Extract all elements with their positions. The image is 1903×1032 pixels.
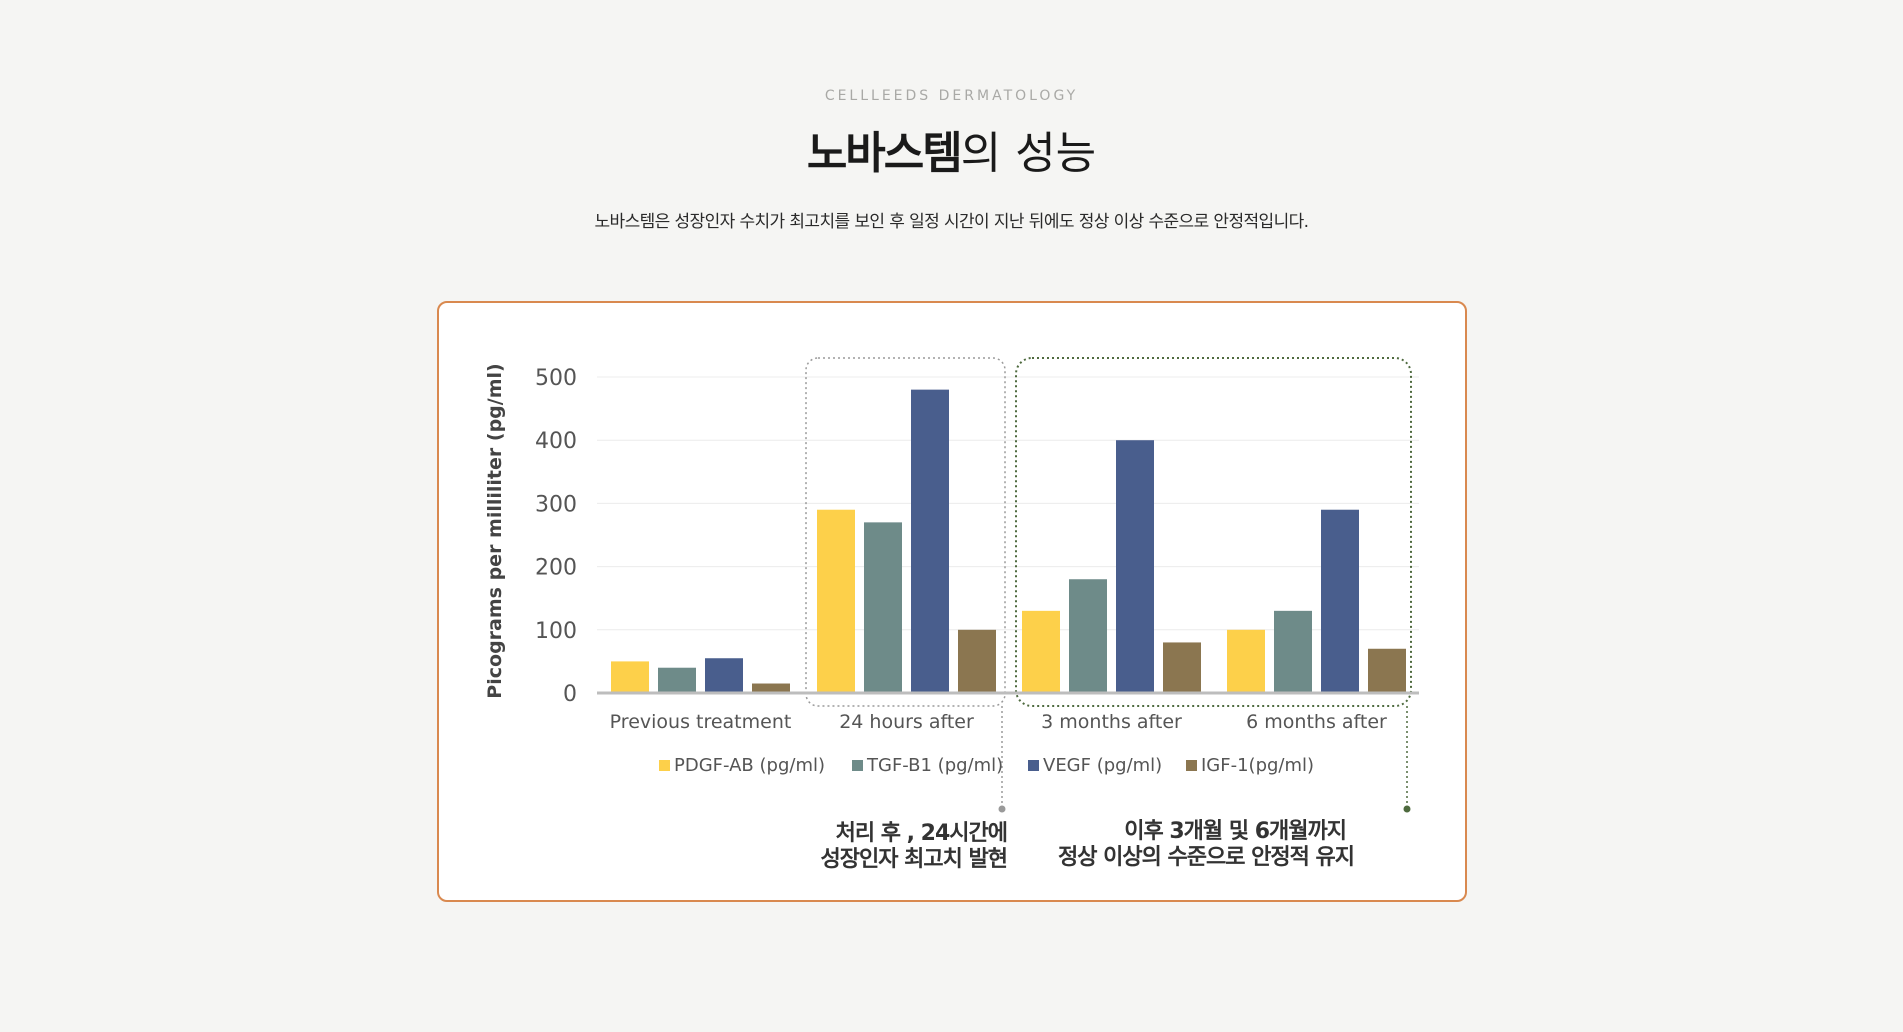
y-tick-label: 300 bbox=[535, 492, 577, 517]
annotation-3-6-months: 이후 3개월 및 6개월까지 정상 이상의 수준으로 안정적 유지 bbox=[1019, 819, 1355, 871]
annotation-24h: 처리 후 , 24시간에 성장인자 최고치 발현 bbox=[679, 821, 1008, 873]
annotation-24h-line1: 처리 후 , 24시간에 bbox=[835, 821, 1008, 846]
page-description: 노바스템은 성장인자 수치가 최고치를 보인 후 일정 시간이 지난 뒤에도 정… bbox=[594, 212, 1310, 232]
y-axis-label: Picograms per milliliter (pg/ml) bbox=[484, 363, 506, 698]
growth-factor-bar-chart: 0 100 200 300 400 500 Previous treatment 24 hou… bbox=[484, 357, 1419, 813]
bar bbox=[658, 667, 696, 693]
connector-dot-24h bbox=[998, 805, 1006, 813]
bar bbox=[958, 629, 996, 693]
bar bbox=[1274, 610, 1312, 693]
bar bbox=[752, 683, 790, 693]
bar bbox=[1069, 579, 1107, 693]
title-rest: 의 성능 bbox=[960, 128, 1097, 179]
bar bbox=[705, 658, 743, 693]
bar bbox=[1116, 440, 1154, 693]
y-tick-label: 200 bbox=[535, 556, 577, 581]
legend-swatch bbox=[1186, 760, 1197, 771]
title-brand: 노바스템 bbox=[806, 128, 963, 179]
legend-swatch bbox=[659, 760, 670, 771]
y-tick-label: 500 bbox=[535, 366, 577, 391]
bar bbox=[1227, 629, 1265, 693]
legend-label: TGF-B1 (pg/ml) bbox=[866, 755, 1003, 776]
bar bbox=[611, 661, 649, 693]
legend-label: PDGF-AB (pg/ml) bbox=[674, 755, 825, 776]
annotation-24h-line2: 성장인자 최고치 발현 bbox=[820, 847, 1008, 872]
bar bbox=[864, 522, 902, 693]
bar bbox=[1163, 642, 1201, 693]
highlight-box-3-6-months bbox=[1015, 357, 1412, 707]
x-category-label: 6 months after bbox=[1246, 711, 1387, 733]
legend-swatch bbox=[852, 760, 863, 771]
y-tick-label: 400 bbox=[535, 429, 577, 454]
bar bbox=[1368, 648, 1406, 693]
legend-label: IGF-1(pg/ml) bbox=[1201, 755, 1314, 776]
eyebrow-label: CELLLEEDS DERMATOLOGY bbox=[824, 88, 1079, 104]
highlight-box-24h bbox=[805, 357, 1006, 707]
y-tick-label: 100 bbox=[535, 619, 577, 644]
bar bbox=[1321, 509, 1359, 693]
chart-card: 0 100 200 300 400 500 Previous treatment 24 hou… bbox=[437, 301, 1467, 902]
annotation-3-6-months-line1: 이후 3개월 및 6개월까지 bbox=[1124, 819, 1347, 844]
bar bbox=[1022, 610, 1060, 693]
legend-label: VEGF (pg/ml) bbox=[1043, 755, 1162, 776]
legend-swatch bbox=[1028, 760, 1039, 771]
x-category-label: Previous treatment bbox=[610, 711, 792, 733]
page-title: 노바스템의 성능 bbox=[0, 122, 1903, 186]
x-category-label: 24 hours after bbox=[839, 711, 974, 733]
bar bbox=[817, 509, 855, 693]
y-tick-label: 0 bbox=[563, 682, 577, 707]
connector-dot-3-6-months bbox=[1403, 805, 1411, 813]
annotation-3-6-months-line2: 정상 이상의 수준으로 안정적 유지 bbox=[1058, 845, 1355, 870]
bar bbox=[911, 389, 949, 693]
x-category-label: 3 months after bbox=[1041, 711, 1182, 733]
